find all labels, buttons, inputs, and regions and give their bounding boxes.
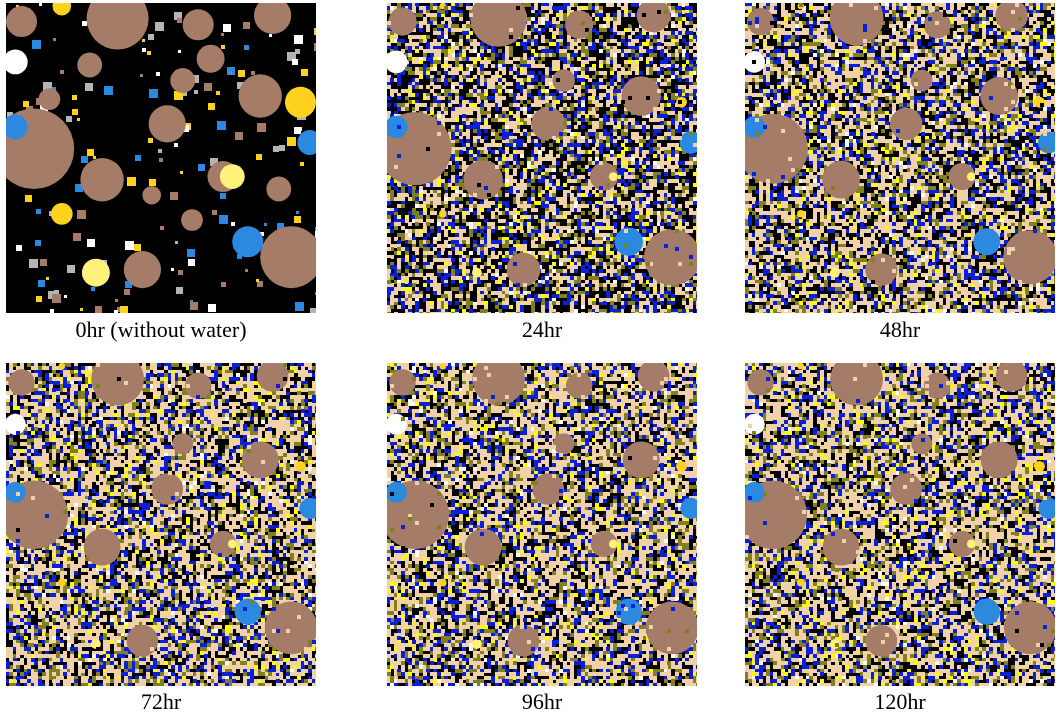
microstructure-image-0hr: [6, 3, 316, 313]
panel-24hr: [387, 3, 697, 313]
caption-72hr: 72hr: [140, 689, 182, 714]
panel-96hr: [387, 363, 697, 686]
caption-96hr: 96hr: [521, 689, 563, 714]
caption-0hr: 0hr (without water): [75, 317, 247, 342]
caption-24hr: 24hr: [521, 317, 563, 342]
panel-120hr: [745, 363, 1055, 686]
microstructure-image-120hr: [745, 363, 1055, 686]
caption-48hr: 48hr: [879, 317, 921, 342]
microstructure-image-96hr: [387, 363, 697, 686]
microstructure-image-48hr: [745, 3, 1055, 313]
microstructure-image-72hr: [6, 363, 316, 686]
panel-0hr: [6, 3, 316, 313]
caption-120hr: 120hr: [874, 689, 926, 714]
microstructure-image-24hr: [387, 3, 697, 313]
panel-48hr: [745, 3, 1055, 313]
panel-72hr: [6, 363, 316, 686]
